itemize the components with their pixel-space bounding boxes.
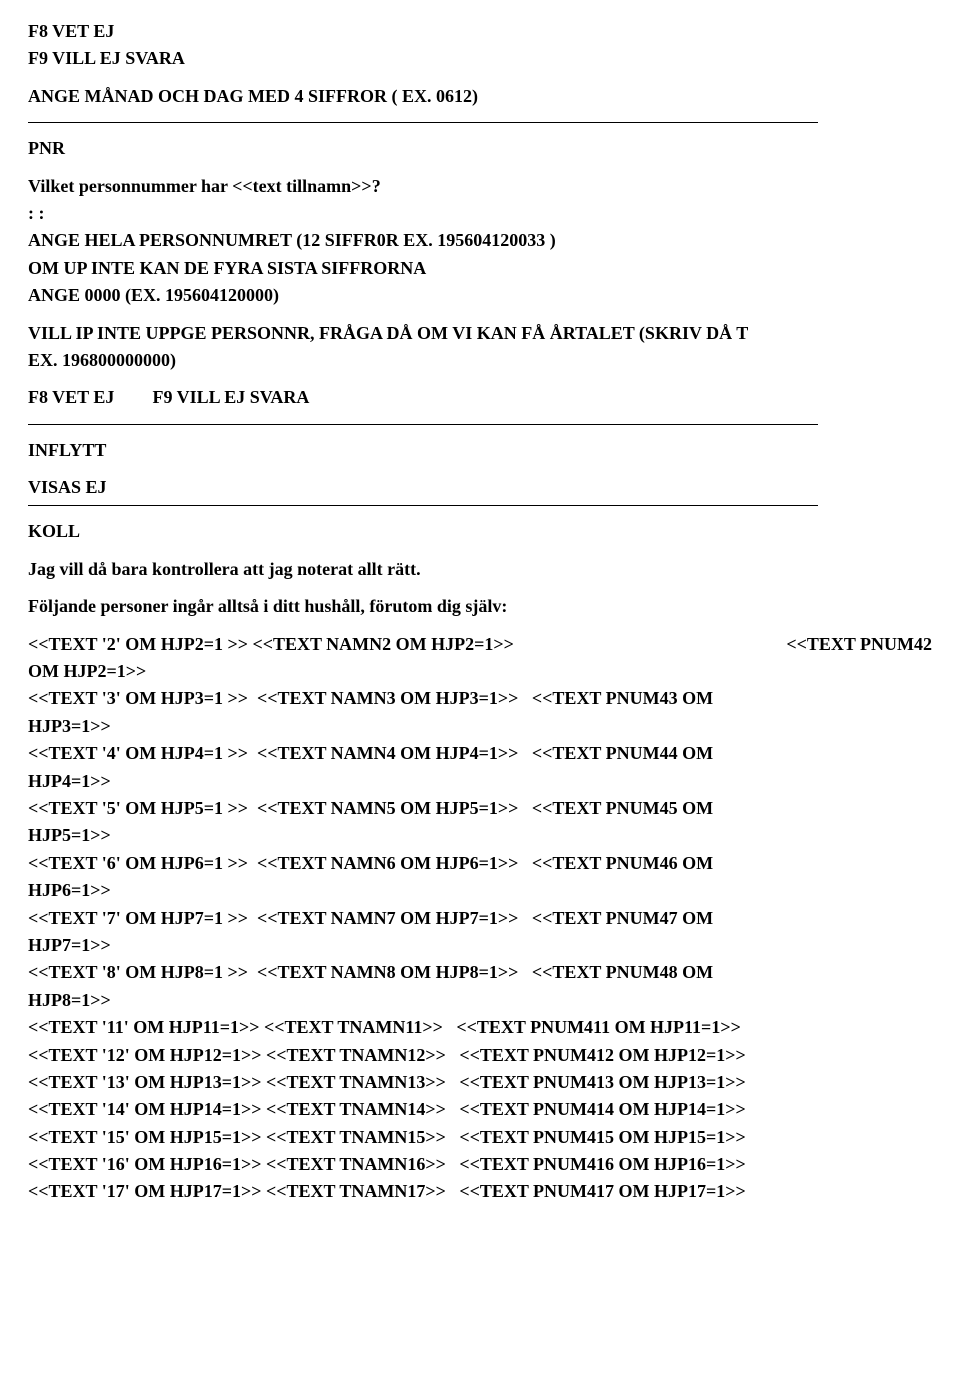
- koll-row-6c: HJP6=1>>: [28, 879, 932, 902]
- koll-row-5a: <<TEXT '5' OM HJP5=1 >> <<TEXT NAMN5 OM …: [28, 797, 932, 820]
- koll-row-2c: OM HJP2=1>>: [28, 660, 932, 683]
- koll-row-8a: <<TEXT '8' OM HJP8=1 >> <<TEXT NAMN8 OM …: [28, 961, 932, 984]
- koll-row-4c: HJP4=1>>: [28, 770, 932, 793]
- pnr-question: Vilket personnummer har <<text tillnamn>…: [28, 175, 932, 198]
- pnr-f8f9: F8 VET EJ F9 VILL EJ SVARA: [28, 386, 932, 409]
- pnr-f8: F8 VET EJ: [28, 386, 148, 409]
- header-line2: F9 VILL EJ SVARA: [28, 47, 932, 70]
- koll-row-16: <<TEXT '16' OM HJP16=1>> <<TEXT TNAMN16>…: [28, 1153, 932, 1176]
- koll-q2: Följande personer ingår alltså i ditt hu…: [28, 595, 932, 618]
- koll-row-14: <<TEXT '14' OM HJP14=1>> <<TEXT TNAMN14>…: [28, 1098, 932, 1121]
- pnr-instr5: EX. 196800000000): [28, 349, 932, 372]
- pnr-instr3: ANGE 0000 (EX. 195604120000): [28, 284, 932, 307]
- koll-q1: Jag vill då bara kontrollera att jag not…: [28, 558, 932, 581]
- separator: [28, 505, 818, 506]
- koll-row-4a: <<TEXT '4' OM HJP4=1 >> <<TEXT NAMN4 OM …: [28, 742, 932, 765]
- pnr-instr4: VILL IP INTE UPPGE PERSONNR, FRÅGA DÅ OM…: [28, 322, 932, 345]
- pnr-instr1: ANGE HELA PERSONNUMRET (12 SIFFR0R EX. 1…: [28, 229, 932, 252]
- koll-row-7c: HJP7=1>>: [28, 934, 932, 957]
- koll-row-13: <<TEXT '13' OM HJP13=1>> <<TEXT TNAMN13>…: [28, 1071, 932, 1094]
- koll-row-3c: HJP3=1>>: [28, 715, 932, 738]
- separator: [28, 424, 818, 425]
- koll-row-5c: HJP5=1>>: [28, 824, 932, 847]
- koll-title: KOLL: [28, 520, 932, 543]
- koll-row-2b: <<TEXT PNUM42: [786, 633, 932, 656]
- koll-row-3a: <<TEXT '3' OM HJP3=1 >> <<TEXT NAMN3 OM …: [28, 687, 932, 710]
- pnr-instr2: OM UP INTE KAN DE FYRA SISTA SIFFRORNA: [28, 257, 932, 280]
- koll-row-11: <<TEXT '11' OM HJP11=1>> <<TEXT TNAMN11>…: [28, 1016, 932, 1039]
- koll-row-8c: HJP8=1>>: [28, 989, 932, 1012]
- koll-row-2a: <<TEXT '2' OM HJP2=1 >> <<TEXT NAMN2 OM …: [28, 633, 514, 656]
- inflytt-sub: VISAS EJ: [28, 476, 932, 499]
- separator: [28, 122, 818, 123]
- pnr-colons: : :: [28, 202, 932, 225]
- header-instruction: ANGE MÅNAD OCH DAG MED 4 SIFFROR ( EX. 0…: [28, 85, 932, 108]
- koll-row-12: <<TEXT '12' OM HJP12=1>> <<TEXT TNAMN12>…: [28, 1044, 932, 1067]
- koll-row-2: <<TEXT '2' OM HJP2=1 >> <<TEXT NAMN2 OM …: [28, 633, 932, 656]
- koll-row-17: <<TEXT '17' OM HJP17=1>> <<TEXT TNAMN17>…: [28, 1180, 932, 1203]
- koll-row-7a: <<TEXT '7' OM HJP7=1 >> <<TEXT NAMN7 OM …: [28, 907, 932, 930]
- header-line1: F8 VET EJ: [28, 20, 932, 43]
- koll-row-15: <<TEXT '15' OM HJP15=1>> <<TEXT TNAMN15>…: [28, 1126, 932, 1149]
- koll-row-6a: <<TEXT '6' OM HJP6=1 >> <<TEXT NAMN6 OM …: [28, 852, 932, 875]
- pnr-f9: F9 VILL EJ SVARA: [153, 387, 310, 407]
- inflytt-title: INFLYTT: [28, 439, 932, 462]
- pnr-title: PNR: [28, 137, 932, 160]
